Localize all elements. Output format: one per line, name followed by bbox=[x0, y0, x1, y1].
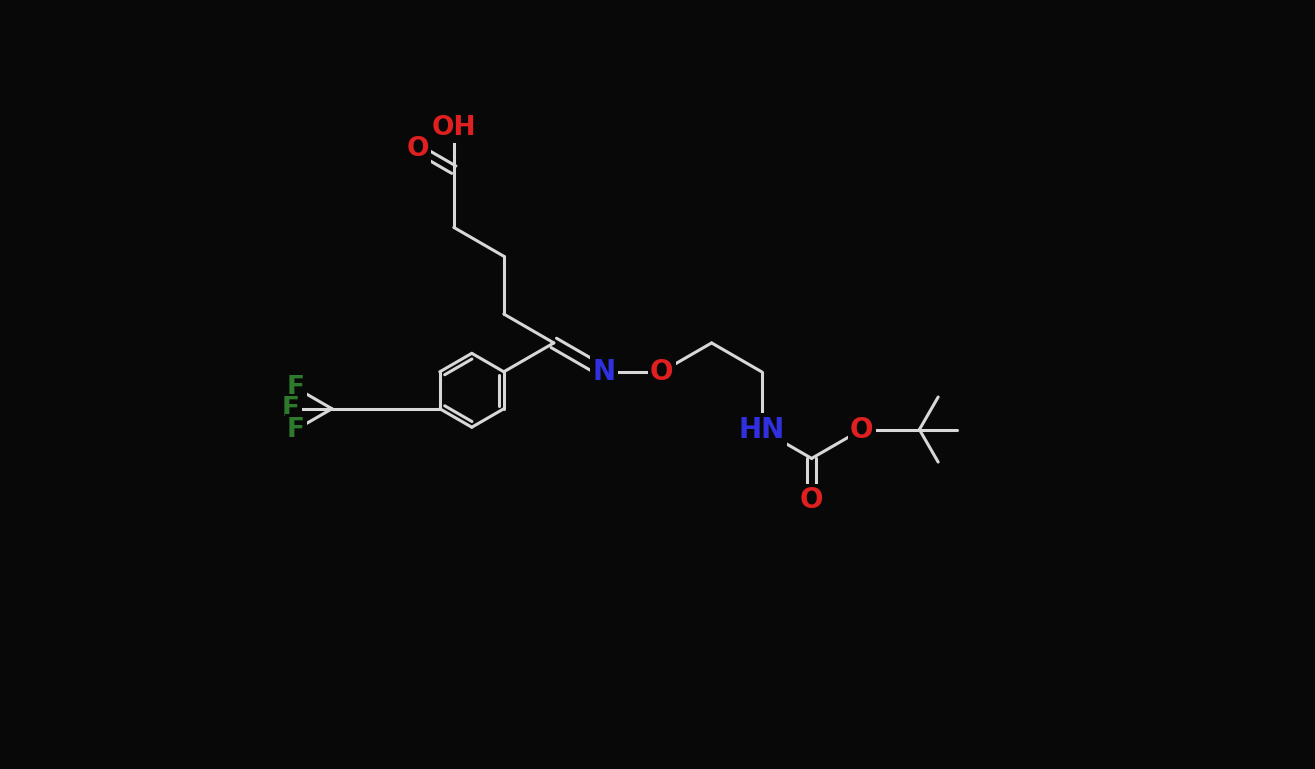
Text: F: F bbox=[281, 396, 300, 421]
Text: HN: HN bbox=[739, 415, 785, 444]
Text: F: F bbox=[287, 417, 305, 442]
Text: O: O bbox=[406, 136, 429, 162]
Text: O: O bbox=[800, 486, 823, 514]
Text: N: N bbox=[592, 358, 615, 386]
Text: O: O bbox=[849, 415, 873, 444]
Text: OH: OH bbox=[431, 115, 476, 141]
Text: F: F bbox=[287, 375, 305, 401]
Text: O: O bbox=[650, 358, 673, 386]
